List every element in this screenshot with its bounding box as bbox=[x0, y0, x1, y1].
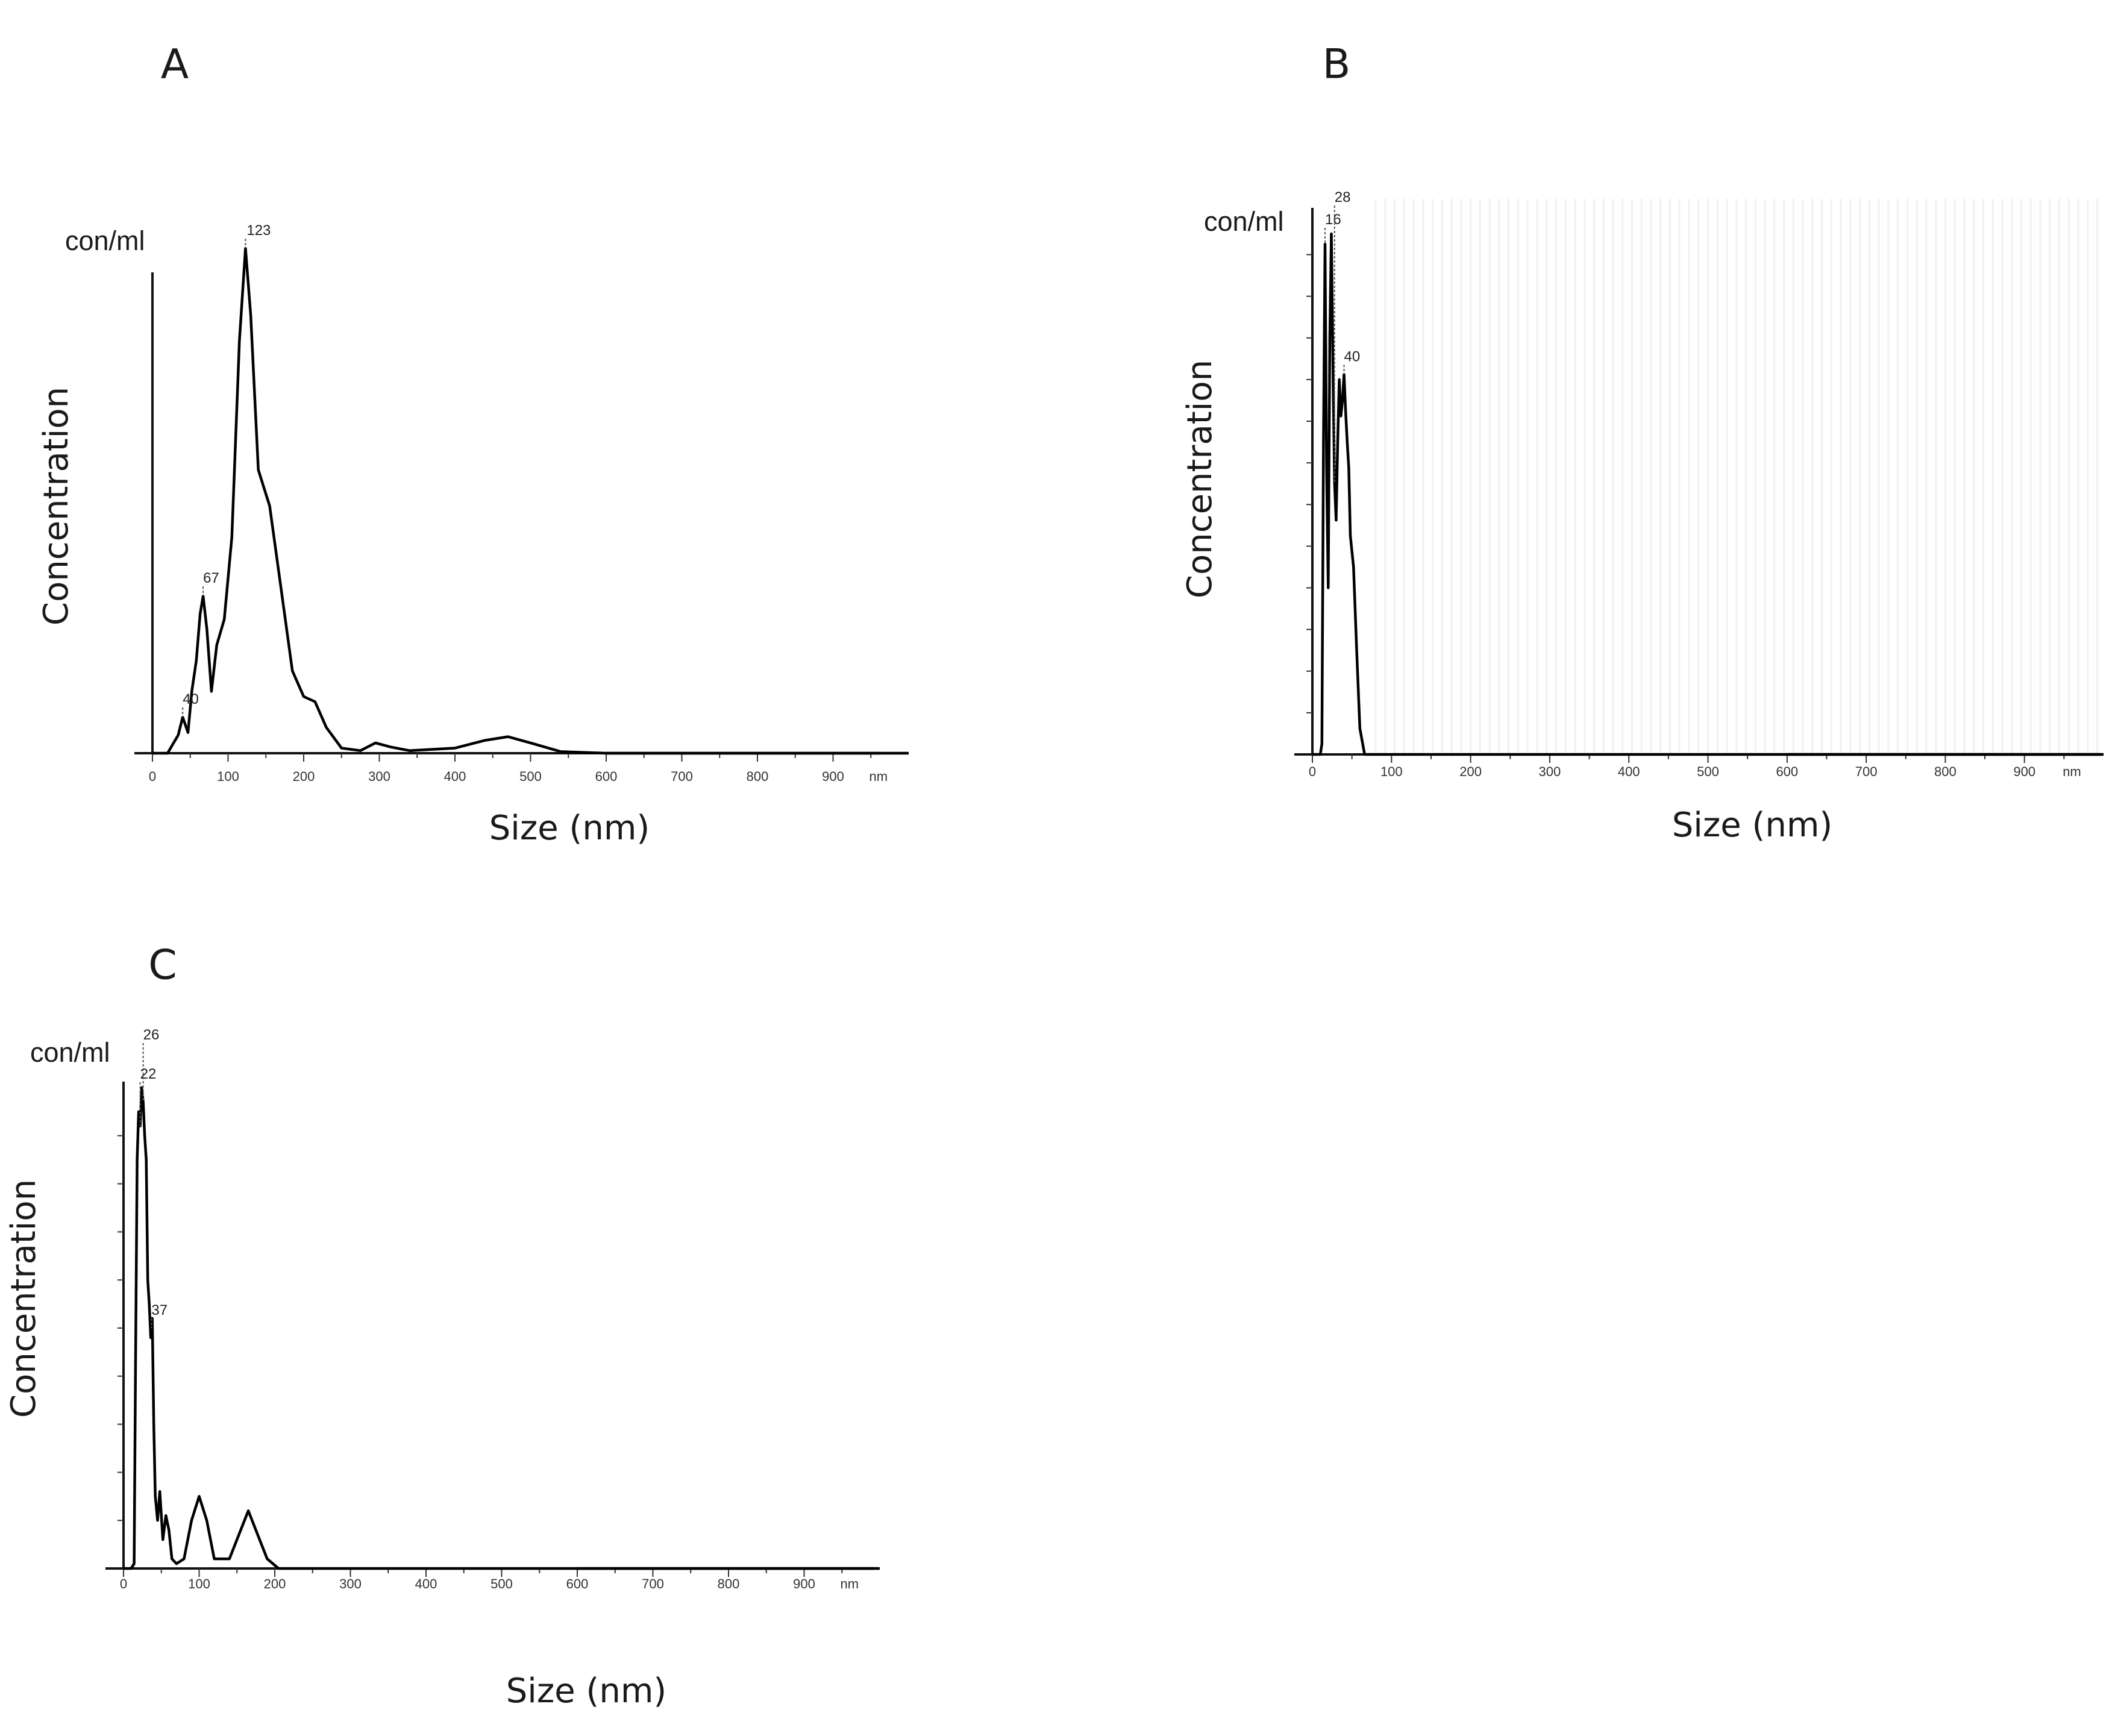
series-line bbox=[1312, 232, 2104, 756]
unit-label: con/ml bbox=[30, 1037, 110, 1068]
x-tick-label: 400 bbox=[1618, 764, 1640, 779]
unit-label: con/ml bbox=[1204, 206, 1284, 237]
peak-label: 123 bbox=[246, 222, 271, 239]
x-tick-label: 200 bbox=[264, 1576, 286, 1591]
x-tick-label: 100 bbox=[217, 769, 239, 784]
x-tick-label: 800 bbox=[747, 769, 769, 784]
x-tick-label: 400 bbox=[415, 1576, 437, 1591]
unit-label: con/ml bbox=[65, 225, 145, 256]
x-tick-label: 300 bbox=[368, 769, 390, 784]
peak-label: 26 bbox=[143, 1027, 160, 1043]
y-axis-title: Concentration bbox=[37, 387, 76, 625]
x-tick-label: 300 bbox=[339, 1576, 362, 1591]
x-tick-label: 500 bbox=[519, 769, 542, 784]
x-tick-label: 0 bbox=[1309, 764, 1316, 779]
panel-label: A bbox=[161, 41, 189, 89]
x-tick-label: 400 bbox=[444, 769, 466, 784]
y-axis-title: Concentration bbox=[1180, 360, 1220, 598]
x-tick-label: 500 bbox=[1697, 764, 1719, 779]
x-tick-label: 900 bbox=[822, 769, 844, 784]
series-line bbox=[152, 246, 909, 755]
peak-label: 67 bbox=[203, 570, 219, 586]
x-tick-label: 900 bbox=[2013, 764, 2035, 779]
x-tick-label: 800 bbox=[718, 1576, 740, 1591]
peak-label: 16 bbox=[1325, 212, 1341, 228]
panel-label: C bbox=[148, 942, 177, 989]
series-line bbox=[124, 1086, 880, 1570]
x-tick-label: 0 bbox=[120, 1576, 127, 1591]
x-tick-label: 500 bbox=[490, 1576, 513, 1591]
x-axis-title: Size (nm) bbox=[489, 809, 650, 848]
x-tick-label: 900 bbox=[793, 1576, 815, 1591]
x-tick-label: 700 bbox=[642, 1576, 664, 1591]
peak-label: 40 bbox=[183, 691, 199, 707]
peak-label: 22 bbox=[140, 1066, 157, 1082]
y-axis-title: Concentration bbox=[4, 1179, 43, 1418]
x-tick-label: 200 bbox=[293, 769, 315, 784]
x-tick-label: 100 bbox=[188, 1576, 210, 1591]
peak-label: 40 bbox=[1344, 348, 1361, 365]
x-tick-label: 800 bbox=[1934, 764, 1957, 779]
panel-label: B bbox=[1323, 41, 1351, 89]
x-unit-label: nm bbox=[841, 1576, 859, 1591]
x-tick-label: 600 bbox=[595, 769, 618, 784]
x-tick-label: 300 bbox=[1539, 764, 1561, 779]
x-tick-label: 600 bbox=[566, 1576, 589, 1591]
x-tick-label: 0 bbox=[149, 769, 156, 784]
peak-label: 37 bbox=[151, 1302, 168, 1318]
x-unit-label: nm bbox=[870, 769, 888, 784]
x-tick-label: 700 bbox=[1855, 764, 1878, 779]
peak-label: 28 bbox=[1335, 189, 1351, 205]
x-tick-label: 700 bbox=[671, 769, 693, 784]
x-unit-label: nm bbox=[2063, 764, 2081, 779]
x-tick-label: 600 bbox=[1776, 764, 1798, 779]
x-axis-title: Size (nm) bbox=[1672, 806, 1833, 845]
x-axis-title: Size (nm) bbox=[506, 1672, 667, 1711]
x-tick-label: 100 bbox=[1380, 764, 1403, 779]
x-tick-label: 200 bbox=[1459, 764, 1482, 779]
